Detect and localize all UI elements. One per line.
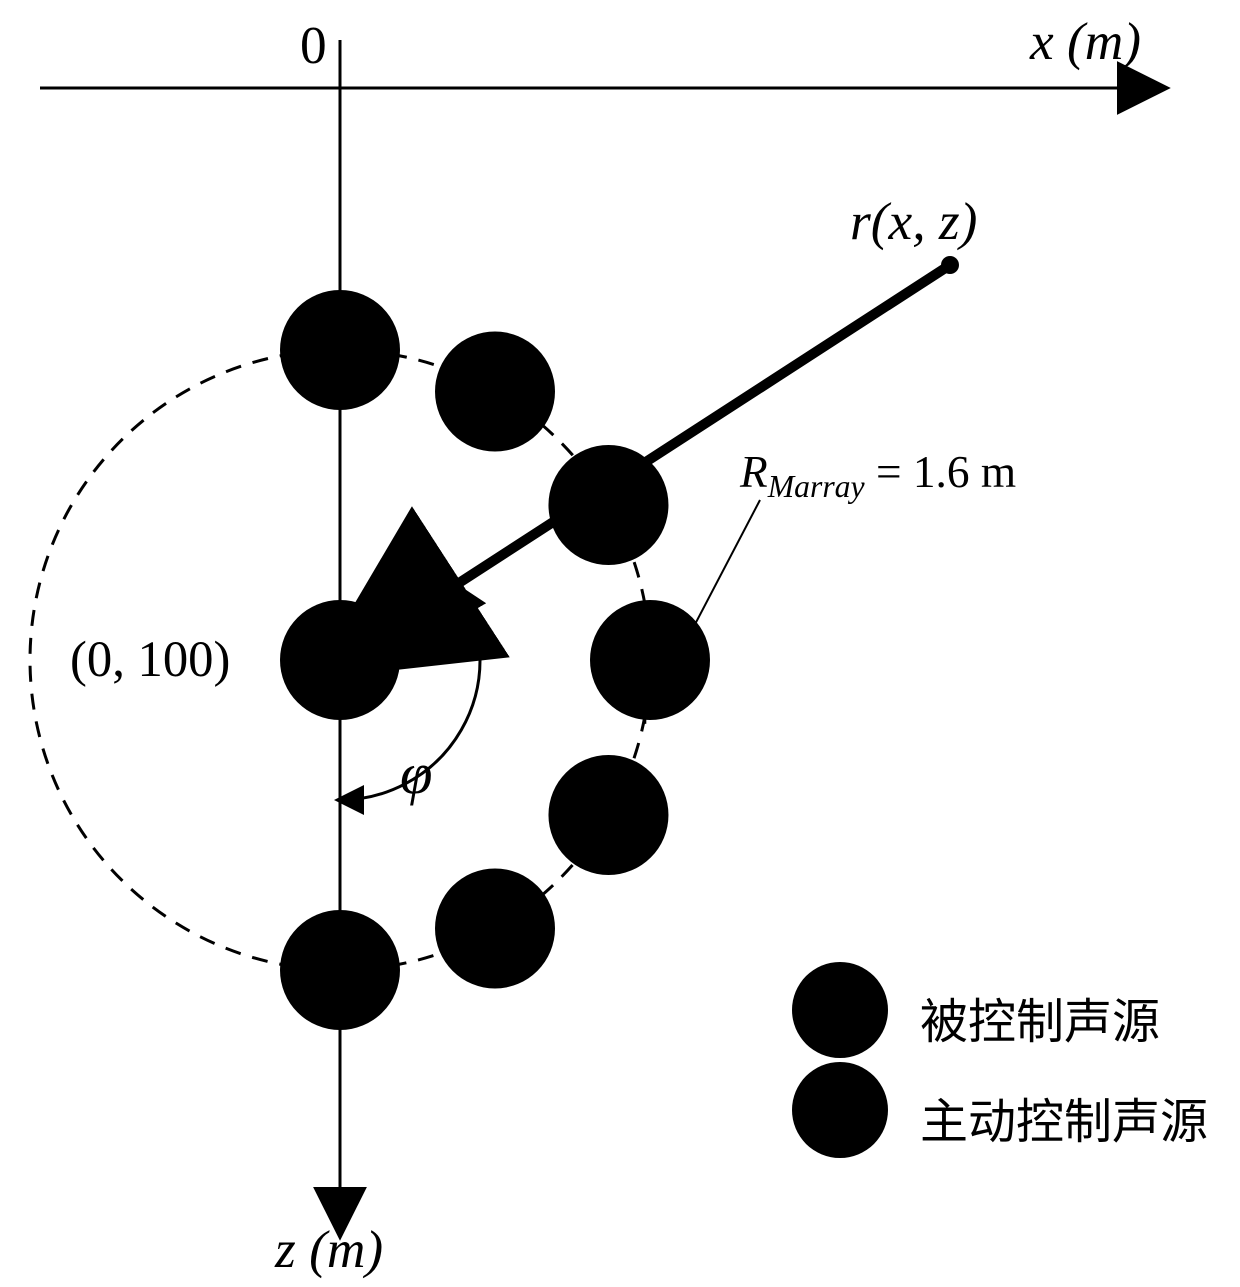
x-axis-label: x (m): [1030, 10, 1141, 72]
legend-active-label: 主动控制声源: [920, 1082, 1208, 1152]
z-axis-label-text: z (m): [275, 1219, 383, 1279]
legend-active-icon: [792, 1062, 888, 1158]
diagram-stage: 0 x (m) z (m) (0, 100) φ r(x, z) RMarray…: [0, 0, 1240, 1287]
r-marray-sub: Marray: [768, 469, 865, 504]
active-source-node: [280, 290, 400, 410]
r-marray-R: R: [740, 447, 768, 497]
z-axis-label: z (m): [275, 1218, 383, 1280]
active-source-node: [590, 600, 710, 720]
phi-symbol: φ: [400, 740, 432, 807]
r-marray-label: RMarray = 1.6 m: [740, 446, 1016, 505]
x-axis-label-text: x (m): [1030, 11, 1141, 71]
legend-controlled-icon: [792, 962, 888, 1058]
r-marray-rest: = 1.6 m: [865, 447, 1016, 497]
field-point-dot: [941, 256, 959, 274]
legend-controlled-label: 被控制声源: [920, 982, 1160, 1052]
active-source-node: [435, 332, 555, 452]
origin-label: 0: [300, 14, 327, 76]
active-source-node: [548, 755, 668, 875]
field-point-args: (x, z): [871, 191, 978, 251]
field-point-label: r(x, z): [850, 190, 977, 252]
active-source-node: [280, 910, 400, 1030]
field-point-r: r: [850, 191, 871, 251]
center-coordinate-label: (0, 100): [70, 630, 230, 688]
active-source-node: [435, 868, 555, 988]
